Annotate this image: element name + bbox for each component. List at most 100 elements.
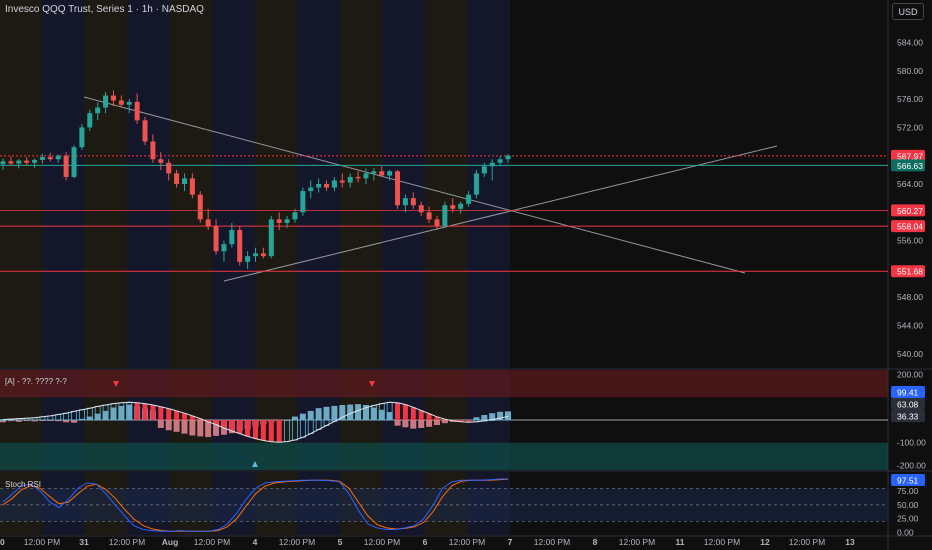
histogram-bar — [110, 407, 117, 420]
candle-body — [16, 160, 22, 164]
price-tick-label: 548.00 — [897, 292, 923, 302]
session-band — [84, 0, 127, 368]
candle-body — [466, 194, 472, 204]
time-tick-label: 12:00 PM — [704, 537, 740, 547]
stoch-rsi-label: Stoch RSI — [5, 480, 42, 489]
price-tick-label: 564.00 — [897, 179, 923, 189]
candle-body — [174, 173, 180, 184]
candle-body — [253, 253, 258, 257]
indicator-tick-label: -100.00 — [897, 438, 926, 448]
price-tick-label: 540.00 — [897, 349, 923, 359]
time-tick-label: 12:00 PM — [194, 537, 230, 547]
price-tick-label: 544.00 — [897, 321, 923, 331]
histogram-bar — [15, 420, 22, 422]
histogram-bar — [63, 420, 70, 423]
histogram-bar — [23, 420, 30, 421]
overbought-zone — [0, 370, 888, 398]
histogram-bar — [315, 408, 322, 420]
candle-body — [118, 100, 124, 105]
candle-body — [189, 178, 195, 195]
symbol-title: Invesco QQQ Trust, Series 1 · 1h · NASDA… — [5, 4, 204, 15]
time-tick-label: 13 — [845, 537, 855, 547]
candle-body — [24, 160, 30, 163]
candle-body — [268, 219, 274, 257]
currency-button[interactable]: USD — [892, 3, 924, 20]
oscillator-bar — [410, 407, 416, 420]
candle-body — [355, 176, 361, 179]
histogram-bar — [165, 420, 172, 431]
signal-line — [2, 401, 509, 443]
histogram-bar — [307, 410, 314, 420]
histogram-bar — [378, 409, 385, 420]
candle-body — [410, 198, 416, 206]
histogram-bar — [7, 420, 14, 422]
histogram-bar — [347, 404, 354, 420]
candle-body — [32, 159, 38, 163]
candle-body — [55, 155, 61, 160]
indicator-badge-label: 99.41 — [897, 388, 919, 398]
oscillator-bar — [189, 415, 195, 420]
histogram-bar — [47, 420, 54, 421]
time-tick-label: 0 — [0, 537, 5, 547]
session-band — [467, 0, 510, 368]
price-tick-label: 584.00 — [897, 37, 923, 47]
price-badge — [891, 265, 925, 278]
candle-body — [142, 120, 148, 142]
oscillator-bar — [426, 413, 432, 420]
histogram-bar — [102, 410, 109, 420]
candle-body — [221, 244, 227, 252]
price-tick-label: 572.00 — [897, 122, 923, 132]
oscillator-bar — [197, 418, 203, 420]
sell-marker — [369, 381, 375, 387]
time-tick-label: Aug — [162, 537, 179, 547]
oscillator-bar — [505, 415, 511, 421]
price-tick-label: 556.00 — [897, 236, 923, 246]
histogram-bar — [205, 420, 212, 438]
candle-body — [166, 162, 172, 174]
histogram-bar — [339, 405, 346, 420]
candle-body — [197, 194, 203, 220]
time-tick-label: 12:00 PM — [364, 537, 400, 547]
candle-body — [497, 159, 503, 163]
histogram-bar — [441, 420, 448, 424]
price-badge-label: 567.97 — [897, 151, 923, 161]
candle-body — [110, 95, 116, 101]
stoch-tick-label: 25.00 — [897, 514, 919, 524]
candle-body — [379, 171, 385, 176]
time-tick-label: 12:00 PM — [619, 537, 655, 547]
oscillator-bar — [181, 413, 187, 420]
time-tick-label: 12:00 PM — [449, 537, 485, 547]
histogram-bar — [402, 420, 409, 428]
price-tick-label: 580.00 — [897, 66, 923, 76]
candle-body — [8, 161, 14, 164]
candle-body — [71, 147, 77, 177]
candle-body — [418, 205, 424, 213]
time-tick-label: 12:00 PM — [789, 537, 825, 547]
candle-body — [150, 141, 156, 160]
candle-body — [347, 176, 353, 183]
time-tick-label: 12 — [760, 537, 770, 547]
candle-body — [324, 184, 330, 188]
candle-body — [126, 101, 132, 105]
candle-body — [284, 219, 290, 223]
histogram-bar — [71, 420, 78, 423]
price-badge-label: 558.04 — [897, 222, 923, 232]
candle-body — [181, 178, 187, 184]
histogram-bar — [331, 405, 338, 420]
trendline-up — [223, 145, 778, 282]
histogram-bar — [173, 420, 180, 432]
histogram-bar — [78, 418, 85, 420]
histogram-bar — [362, 405, 369, 420]
price-tick-label: 576.00 — [897, 94, 923, 104]
candle-body — [489, 162, 495, 167]
histogram-bar — [213, 420, 220, 436]
candle-body — [442, 205, 448, 227]
price-badge-label: 566.63 — [897, 161, 923, 171]
candle-body — [79, 127, 85, 148]
histogram-bar — [197, 420, 204, 437]
oscillator-bar — [466, 420, 472, 423]
candle-body — [276, 219, 282, 223]
histogram-bar — [118, 405, 125, 420]
indicator-badge — [891, 398, 925, 410]
